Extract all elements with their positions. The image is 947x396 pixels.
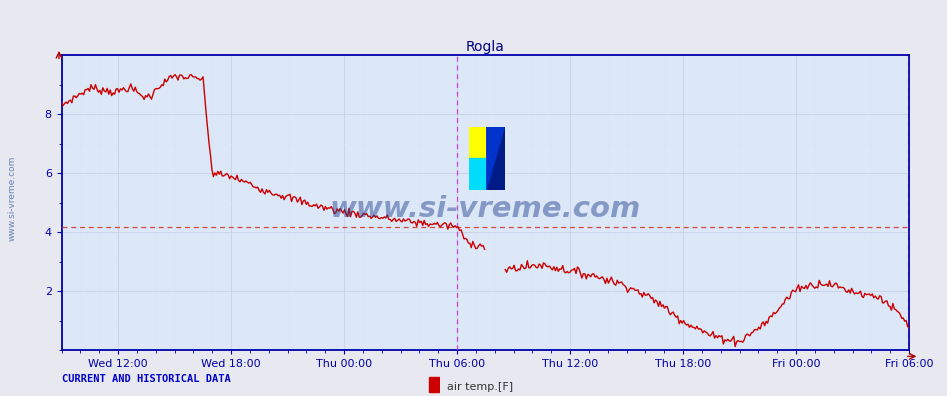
Bar [469,127,487,158]
Polygon shape [487,127,505,190]
Text: CURRENT AND HISTORICAL DATA: CURRENT AND HISTORICAL DATA [62,374,230,384]
Text: www.si-vreme.com: www.si-vreme.com [330,195,641,223]
Bar [429,377,439,392]
Polygon shape [487,127,505,190]
Title: Rogla: Rogla [466,40,505,54]
Bar [469,158,487,190]
Text: air temp.[F]: air temp.[F] [447,382,513,392]
Text: www.si-vreme.com: www.si-vreme.com [8,155,17,241]
